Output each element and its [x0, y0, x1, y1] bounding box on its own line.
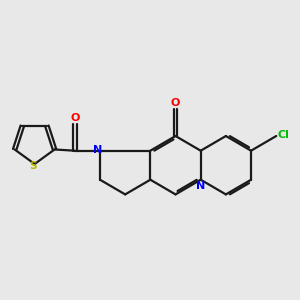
Text: Cl: Cl: [277, 130, 289, 140]
Text: O: O: [70, 113, 80, 123]
Text: S: S: [29, 161, 37, 171]
Text: N: N: [93, 145, 102, 155]
Text: O: O: [171, 98, 180, 109]
Text: N: N: [196, 181, 205, 191]
